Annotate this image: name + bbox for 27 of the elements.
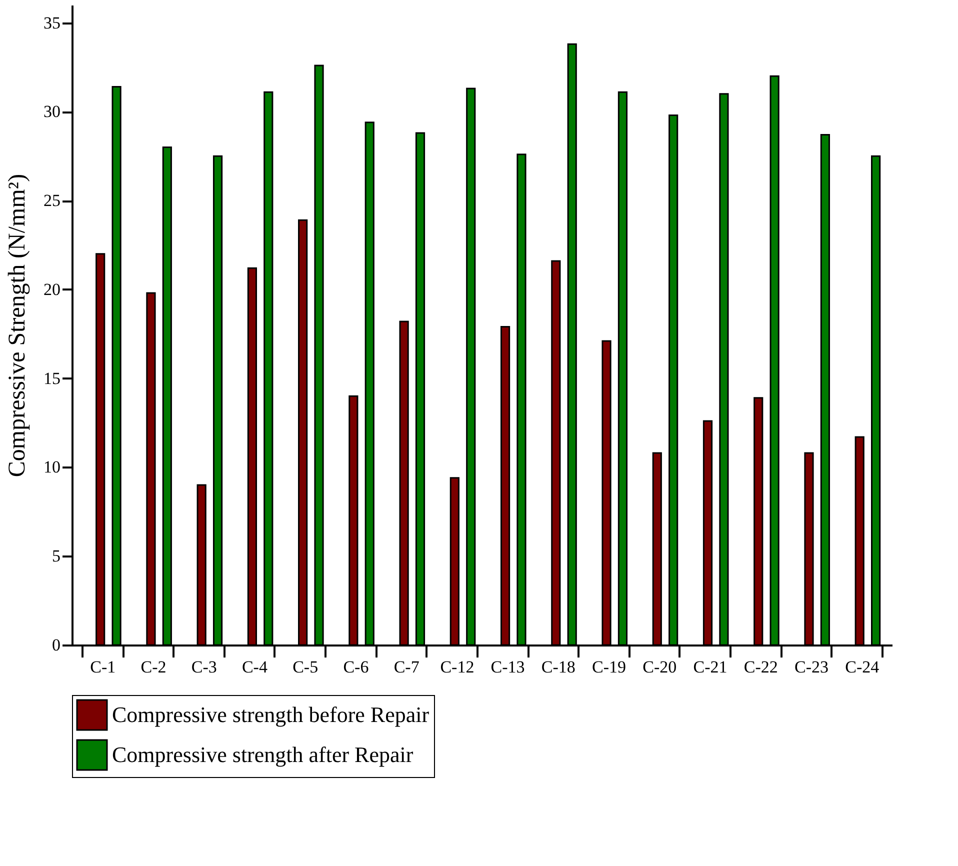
y-tick-label: 10 — [44, 458, 60, 477]
x-tick-label: C-2 — [140, 658, 166, 676]
legend-label: Compressive strength before Repair — [112, 702, 430, 727]
x-tick-label: C-23 — [794, 658, 829, 676]
x-tick-label: C-4 — [242, 658, 268, 676]
y-axis-title: Compressive Strength (N/mm²) — [4, 174, 30, 478]
y-tick-label: 5 — [52, 546, 60, 566]
x-tick-label: C-19 — [592, 658, 626, 676]
y-tick-label: 25 — [44, 191, 60, 210]
x-tick-label: C-24 — [845, 658, 880, 676]
x-tick-label: C-7 — [394, 658, 420, 676]
legend-label: Compressive strength after Repair — [112, 742, 414, 767]
y-tick-label: 0 — [52, 636, 60, 654]
x-tick-label: C-6 — [343, 658, 369, 676]
x-tick-label: C-21 — [693, 658, 728, 676]
y-tick-label: 15 — [44, 368, 60, 388]
y-tick-label: 20 — [44, 280, 60, 299]
x-tick-label: C-3 — [191, 658, 217, 676]
x-tick-label: C-20 — [642, 658, 677, 676]
y-tick-label: 35 — [44, 13, 60, 32]
x-tick-label: C-13 — [490, 658, 525, 676]
x-tick-label: C-18 — [541, 658, 576, 676]
x-tick-label: C-12 — [440, 658, 474, 676]
x-tick-label: C-1 — [90, 658, 116, 676]
x-tick-label: C-5 — [292, 658, 318, 676]
x-tick-label: C-22 — [744, 658, 778, 676]
y-tick-label: 30 — [44, 102, 60, 122]
